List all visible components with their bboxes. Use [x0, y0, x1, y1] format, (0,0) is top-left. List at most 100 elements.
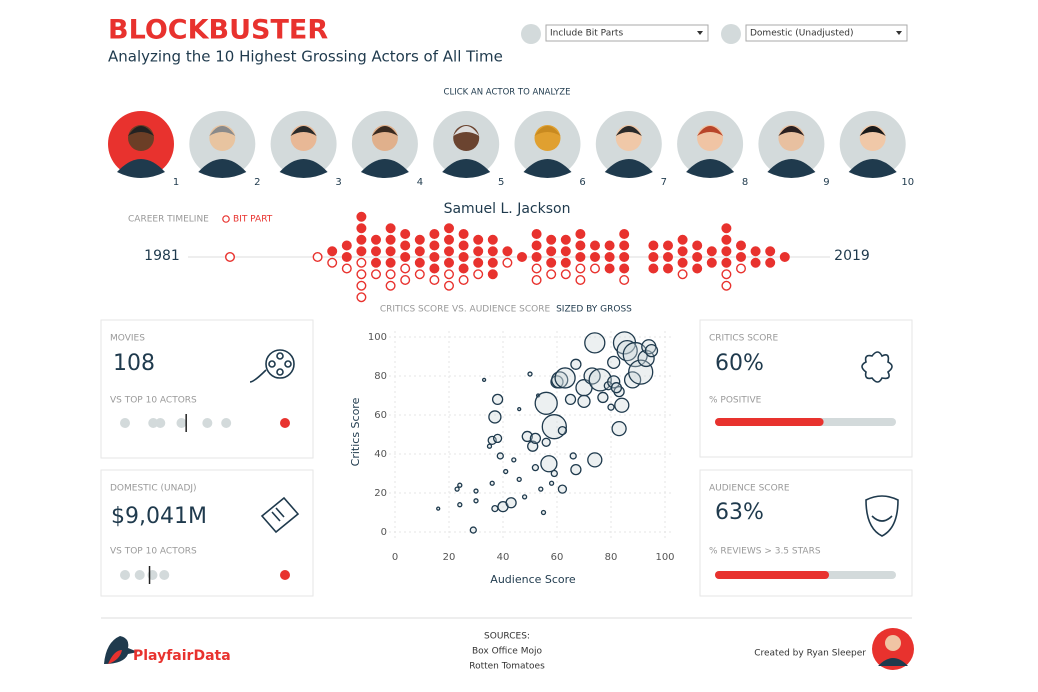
info-icon: [721, 24, 741, 44]
bit-part-dot: [385, 269, 396, 280]
point: [505, 497, 517, 509]
actor-body: [117, 159, 165, 178]
y-tick-label: 60: [374, 410, 387, 421]
film-dot: [721, 257, 732, 268]
point: [496, 452, 504, 460]
film-dot: [619, 228, 630, 239]
point: [527, 371, 533, 377]
film-dot: [385, 223, 396, 234]
dropdown[interactable]: [545, 24, 709, 42]
film-dot: [765, 246, 776, 257]
bit-part-dot: [400, 263, 411, 274]
film-dot: [356, 246, 367, 257]
film-dot: [619, 251, 630, 262]
actor-hair: [209, 126, 236, 136]
actor-rank: 4: [417, 177, 423, 188]
scatter-plot: 0 20 40 60 80 100 0 20 40 60 80 100: [368, 331, 675, 563]
film-dot: [429, 251, 440, 262]
timeline-start: 1981: [144, 248, 180, 264]
actor-hair: [128, 126, 154, 136]
actor[interactable]: 6: [514, 111, 586, 188]
actor-body: [442, 159, 491, 178]
point: [610, 382, 623, 394]
film-dot: [692, 251, 703, 262]
actor-rank: 3: [335, 177, 341, 188]
kpi-compare-label: VS TOP 10 ACTORS: [110, 547, 197, 557]
actor[interactable]: 4: [351, 111, 423, 188]
actor-rank: 6: [579, 177, 585, 188]
film-dot: [429, 240, 440, 251]
film-dot: [706, 257, 717, 268]
bit-part-dot: [400, 275, 411, 286]
point: [521, 494, 528, 500]
author-avatar: [872, 628, 914, 670]
actor-name: Samuel L. Jackson: [444, 201, 571, 217]
point: [540, 509, 547, 516]
film-dot: [692, 240, 703, 251]
point: [491, 504, 499, 513]
actor-body: [198, 159, 247, 178]
credit: Created by Ryan Sleeper: [754, 649, 866, 659]
compare-dot: [148, 418, 159, 428]
dropdown[interactable]: [745, 24, 908, 42]
compare-dot: [120, 418, 130, 428]
film-dot: [721, 246, 732, 257]
film-dot: [458, 251, 469, 262]
point: [570, 463, 582, 476]
film-dot: [590, 251, 601, 262]
film-dot: [531, 240, 542, 251]
x-tick-label: 60: [551, 552, 564, 563]
film-dot: [604, 263, 615, 274]
kpi-value: $9,041M: [111, 504, 207, 529]
film-dot: [546, 234, 557, 245]
bit-part-dot: [575, 275, 586, 286]
film-dot: [502, 246, 513, 257]
actor-hair: [453, 126, 480, 136]
bit-part-dot: [429, 275, 440, 286]
point: [517, 406, 522, 412]
x-tick-label: 80: [605, 552, 618, 563]
film-dot: [429, 263, 440, 274]
y-axis-label: Critics Score: [349, 397, 362, 466]
film-dot: [341, 240, 352, 251]
film-dot: [692, 263, 703, 274]
film-dot: [487, 257, 498, 268]
film-dot: [575, 240, 586, 251]
film-dot: [677, 257, 688, 268]
compare-dot: [176, 418, 187, 428]
point: [584, 332, 606, 354]
film-dot: [371, 246, 382, 257]
point: [492, 433, 503, 444]
actor-list: 1 2 3 4 5 6 7 8 9 10: [108, 111, 914, 188]
y-tick-label: 40: [374, 449, 387, 460]
point: [616, 339, 638, 362]
y-tick-label: 100: [368, 332, 387, 343]
actor[interactable]: 10: [839, 111, 914, 188]
dropdown-text: Domestic (Unadjusted): [750, 29, 853, 39]
actor[interactable]: 2: [189, 111, 260, 188]
actor[interactable]: 5: [433, 111, 504, 188]
actor[interactable]: 7: [595, 111, 667, 188]
actor[interactable]: 1: [108, 111, 179, 188]
point: [436, 506, 441, 511]
point: [583, 367, 601, 385]
point: [491, 393, 504, 406]
point: [488, 410, 502, 424]
actor[interactable]: 8: [677, 111, 748, 188]
compare-dot: [221, 418, 232, 428]
filter[interactable]: Include Bit Parts: [521, 24, 709, 44]
actor[interactable]: 3: [270, 111, 342, 188]
film-dot: [706, 246, 717, 257]
actor-hair: [290, 126, 317, 136]
point: [607, 403, 615, 411]
film-dot: [458, 228, 469, 239]
film-dot: [663, 240, 674, 251]
bar: [715, 571, 830, 579]
point: [541, 414, 567, 440]
title: BLOCKBUSTER: [108, 15, 328, 46]
chart-title: CRITICS SCORE VS. AUDIENCE SCORE: [380, 305, 551, 315]
legend-marker: [222, 215, 230, 223]
film-dot: [736, 251, 747, 262]
actor[interactable]: 9: [758, 111, 830, 188]
filter[interactable]: Domestic (Unadjusted): [721, 24, 908, 44]
